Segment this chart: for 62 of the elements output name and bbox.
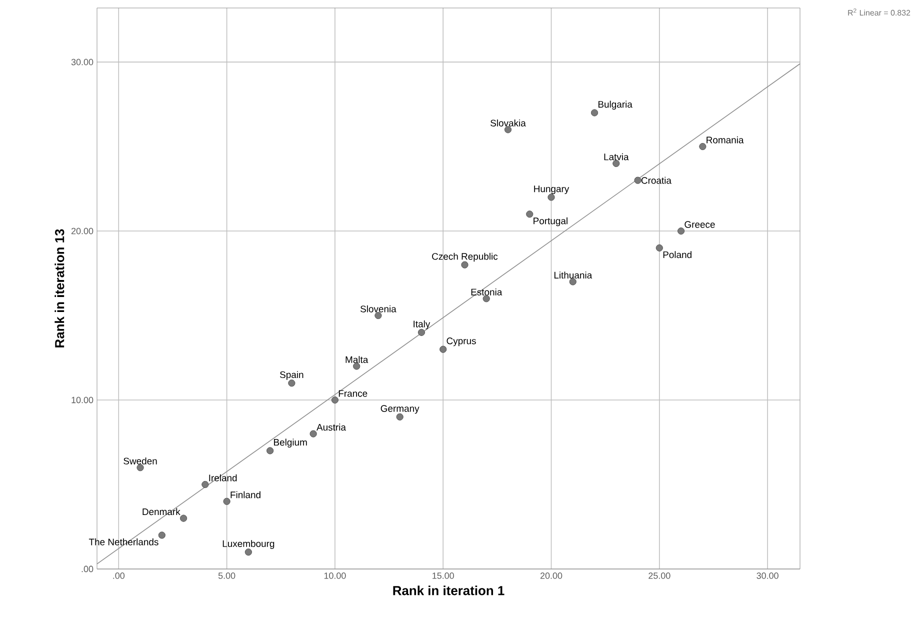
point: [136, 464, 144, 472]
point: [266, 447, 274, 454]
x-axis-title: Rank in iteration 1: [393, 586, 504, 596]
annotation: Cyprus: [446, 338, 476, 346]
annotation: Romania: [706, 136, 744, 144]
y-tick-label: .00: [82, 566, 94, 572]
annotation: Latvia: [604, 153, 629, 160]
point: [353, 362, 360, 370]
y-tick-label: 20.00: [72, 228, 94, 234]
x-tick-label: .00: [113, 572, 125, 579]
annotation: Slovenia: [360, 305, 396, 312]
annotation: Belgium: [274, 438, 307, 448]
x-tick-label: 10.00: [324, 572, 346, 579]
x-tick-label: 25.00: [648, 572, 670, 579]
x-tick-label: 5.00: [218, 572, 236, 579]
annotation: Slovakia: [490, 120, 526, 126]
annotation: Italy: [414, 320, 430, 330]
annotation: Ireland: [209, 474, 237, 482]
point: [656, 244, 663, 252]
annotation: Finland: [230, 491, 260, 498]
point: [526, 210, 534, 218]
point: [244, 548, 252, 556]
y-axis-title: Rank in iteration 13: [54, 229, 64, 348]
point: [440, 346, 447, 353]
annotation: Lithuania: [554, 272, 592, 279]
annotation: Luxembourg: [222, 540, 274, 549]
point: [482, 295, 490, 302]
point: [504, 126, 512, 134]
point: [158, 532, 166, 539]
point: [331, 396, 338, 404]
annotation: Spain: [280, 371, 304, 380]
annotation: Czech Republic: [432, 252, 498, 262]
point: [288, 380, 296, 387]
x-tick-label: 20.00: [540, 572, 562, 579]
x-tick-label: 30.00: [756, 572, 778, 579]
y-tick-label: 30.00: [71, 58, 94, 66]
annotation: Poland: [663, 251, 692, 258]
annotation: Denmark: [142, 508, 180, 516]
annotation: France: [338, 390, 368, 397]
annotation: Bulgaria: [598, 100, 632, 110]
y-tick-label: 10.00: [72, 396, 94, 404]
annotation: Portugal: [534, 217, 568, 226]
point: [223, 498, 230, 505]
annotation: Croatia: [641, 176, 672, 184]
annotation: Hungary: [534, 186, 570, 194]
point: [548, 194, 555, 201]
point: [180, 514, 188, 522]
annotation: Germany: [380, 405, 420, 414]
annotation: Greece: [684, 221, 715, 228]
point: [590, 109, 598, 116]
annotation: Malta: [346, 356, 368, 364]
point: [699, 143, 706, 150]
annotation: Austria: [316, 424, 346, 431]
point: [569, 278, 576, 286]
x-tick-label: 15.00: [432, 572, 454, 579]
point: [634, 176, 642, 184]
annotation: The Netherlands: [88, 538, 158, 546]
annotation: Sweden: [124, 457, 157, 464]
point: [202, 480, 209, 488]
annotation: Estonia: [471, 288, 502, 296]
point: [310, 430, 317, 438]
point: [678, 227, 685, 235]
